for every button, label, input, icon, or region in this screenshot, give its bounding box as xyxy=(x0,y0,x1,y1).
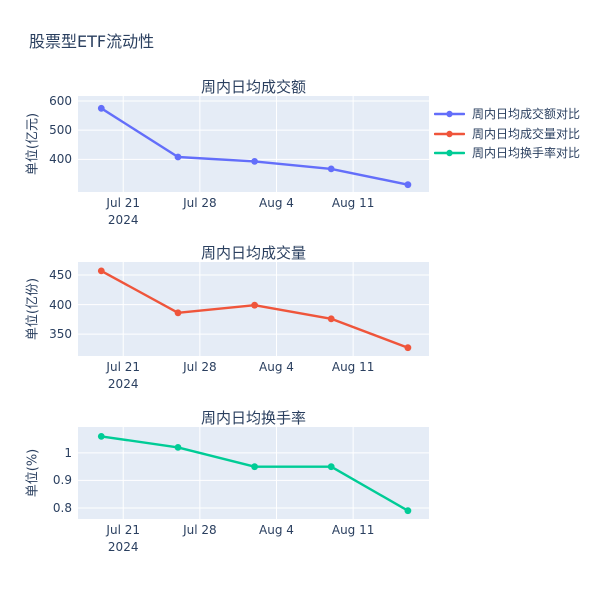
subplot-title-avg-daily-turnover-rate: 周内日均换手率 xyxy=(200,409,307,427)
x-tick-label: Aug 4 xyxy=(259,195,294,212)
x-tick-line1: Jul 28 xyxy=(183,196,217,210)
legend-line-marker-icon xyxy=(434,149,465,157)
y-tick-label: 450 xyxy=(49,268,72,282)
data-point-avg-daily-volume-4[interactable] xyxy=(404,344,412,352)
y-tick-label: 1 xyxy=(64,445,72,460)
x-tick-line2: 2024 xyxy=(107,213,139,227)
data-point-avg-daily-turnover-amount-4[interactable] xyxy=(404,181,412,189)
plot-canvas-avg-daily-turnover-rate xyxy=(78,427,429,519)
y-tick-label: 350 xyxy=(49,327,72,342)
y-tick-label: 500 xyxy=(49,123,72,138)
x-tick-label: Aug 11 xyxy=(332,522,375,539)
legend-item-label: 周内日均成交量对比 xyxy=(472,126,581,141)
data-point-avg-daily-turnover-rate-4[interactable] xyxy=(404,507,412,515)
subplot-title-avg-daily-turnover-amount: 周内日均成交额 xyxy=(200,78,307,96)
y-tick-label: 0.8 xyxy=(52,500,72,515)
y-axis-title-avg-daily-turnover-amount: 单位(亿元) xyxy=(25,112,41,176)
x-tick-line1: Aug 4 xyxy=(259,196,294,210)
legend-item-0[interactable]: 周内日均成交额对比 xyxy=(434,105,580,123)
series-line-avg-daily-turnover-amount xyxy=(100,107,410,186)
data-point-avg-daily-volume-2[interactable] xyxy=(251,301,258,309)
legend-item-2[interactable]: 周内日均换手率对比 xyxy=(434,144,580,162)
x-tick-label: Jul 28 xyxy=(183,195,217,212)
x-tick-label: Jul 21 2024 xyxy=(106,359,140,393)
legend-item-label: 周内日均成交额对比 xyxy=(472,107,581,121)
x-tick-line1: Aug 11 xyxy=(331,196,375,210)
x-tick-line2: 2024 xyxy=(107,377,139,391)
data-point-avg-daily-turnover-amount-0[interactable] xyxy=(97,104,105,112)
x-tick-line1: Aug 11 xyxy=(331,360,375,374)
plot-area-avg-daily-volume[interactable] xyxy=(78,262,429,356)
x-tick-line1: Aug 4 xyxy=(259,523,294,537)
x-tick-label: Jul 21 2024 xyxy=(106,195,140,229)
x-tick-line1: Aug 11 xyxy=(331,523,375,537)
y-tick-label: 600 xyxy=(49,93,72,108)
data-point-avg-daily-volume-3[interactable] xyxy=(327,315,335,323)
series-line-avg-daily-turnover-rate xyxy=(100,435,410,512)
data-point-avg-daily-turnover-rate-0[interactable] xyxy=(97,433,105,440)
legend-item-label: 周内日均换手率对比 xyxy=(472,146,581,160)
data-point-avg-daily-turnover-rate-2[interactable] xyxy=(251,463,258,471)
data-point-avg-daily-turnover-amount-1[interactable] xyxy=(174,153,182,161)
x-tick-label: Aug 11 xyxy=(332,359,375,376)
x-tick-label: Jul 21 2024 xyxy=(106,522,140,556)
x-tick-label: Jul 28 xyxy=(183,359,217,376)
x-tick-line1: Jul 21 xyxy=(106,360,140,374)
y-axis-title-avg-daily-turnover-rate: 单位(%) xyxy=(25,448,41,498)
subplot-title-avg-daily-volume: 周内日均成交量 xyxy=(200,244,307,262)
x-tick-label: Aug 4 xyxy=(259,359,294,376)
legend-sample-marker xyxy=(446,130,453,137)
plot-canvas-avg-daily-turnover-amount xyxy=(78,96,429,192)
plot-canvas-avg-daily-volume xyxy=(78,262,429,356)
x-tick-line1: Jul 21 xyxy=(106,196,140,210)
y-axis-title-avg-daily-volume: 单位(亿份) xyxy=(25,277,41,341)
x-tick-line2: 2024 xyxy=(107,540,139,554)
x-tick-line1: Jul 28 xyxy=(183,523,217,537)
x-tick-label: Aug 4 xyxy=(259,522,294,539)
y-tick-label: 400 xyxy=(49,297,72,312)
figure-title: 股票型ETF流动性 xyxy=(29,32,155,51)
legend-line-marker-icon xyxy=(434,110,465,118)
data-point-avg-daily-volume-0[interactable] xyxy=(97,267,105,275)
data-point-avg-daily-turnover-rate-3[interactable] xyxy=(327,463,335,471)
legend-sample-marker xyxy=(446,110,453,118)
legend-sample-marker xyxy=(446,149,453,157)
data-point-avg-daily-volume-1[interactable] xyxy=(174,309,182,317)
data-point-avg-daily-turnover-amount-2[interactable] xyxy=(251,158,258,165)
legend-line-marker-icon xyxy=(434,130,465,137)
x-tick-label: Jul 28 xyxy=(183,522,217,539)
x-tick-line1: Jul 28 xyxy=(183,360,217,374)
x-tick-line1: Aug 4 xyxy=(259,360,294,374)
x-tick-line1: Jul 21 xyxy=(106,523,140,537)
legend-item-1[interactable]: 周内日均成交量对比 xyxy=(434,125,580,143)
y-tick-label: 0.9 xyxy=(52,473,72,488)
x-tick-label: Aug 11 xyxy=(332,195,375,212)
data-point-avg-daily-turnover-amount-3[interactable] xyxy=(327,165,335,173)
series-line-avg-daily-volume xyxy=(100,269,410,349)
y-tick-label: 400 xyxy=(49,152,72,167)
data-point-avg-daily-turnover-rate-1[interactable] xyxy=(174,444,182,451)
